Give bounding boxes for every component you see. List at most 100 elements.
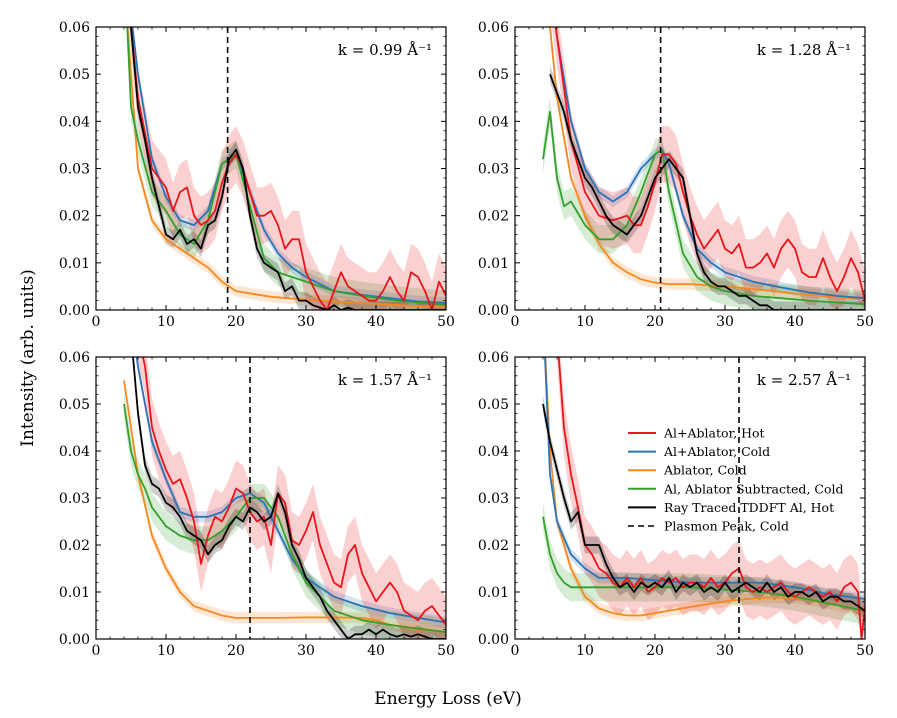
x-tick-label: 0 xyxy=(92,643,101,659)
series-cold xyxy=(554,27,865,300)
x-tick-label: 40 xyxy=(367,314,385,330)
x-tick-label: 0 xyxy=(92,314,101,330)
y-tick-label: 0.01 xyxy=(478,585,509,601)
panel-1: 0 10 20 30 40 50 0.00 0.01 0.02 0.03 0.04 0.05 0.06 k… xyxy=(59,20,455,330)
y-tick-label: 0.04 xyxy=(478,114,509,130)
y-tick-label: 0.05 xyxy=(59,67,90,83)
x-tick-label: 10 xyxy=(576,643,594,659)
x-tick-label: 50 xyxy=(437,314,455,330)
k-label: k = 1.57 Å⁻¹ xyxy=(338,371,432,389)
x-tick-label: 0 xyxy=(511,314,520,330)
x-tick-label: 10 xyxy=(157,643,175,659)
y-tick-label: 0.06 xyxy=(478,20,509,36)
y-tick-label: 0.04 xyxy=(59,114,90,130)
y-tick-label: 0.05 xyxy=(478,67,509,83)
series-hot xyxy=(142,357,446,626)
series-tddft xyxy=(549,73,865,310)
y-tick-label: 0.01 xyxy=(59,585,90,601)
y-tick-label: 0.02 xyxy=(478,209,509,225)
legend-entry-hot: Al+Ablator, Hot xyxy=(628,426,765,441)
band-hot xyxy=(128,27,446,310)
y-tick-label: 0.06 xyxy=(478,350,509,366)
panels: 0 10 20 30 40 50 0.00 0.01 0.02 0.03 0.04 0.05 0.06 k… xyxy=(59,20,874,659)
legend-label: Al+Ablator, Cold xyxy=(663,444,770,459)
x-tick-label: 10 xyxy=(576,314,594,330)
x-tick-label: 30 xyxy=(297,643,315,659)
plot-area xyxy=(542,357,865,639)
series-ablator xyxy=(549,27,865,301)
y-tick-label: 0.03 xyxy=(59,491,90,507)
y-tick-label: 0.06 xyxy=(59,350,90,366)
legend-label: Ray Traced TDDFT Al, Hot xyxy=(664,500,834,515)
legend-entry-subtracted: Al, Ablator Subtracted, Cold xyxy=(628,481,843,496)
x-tick-label: 30 xyxy=(716,643,734,659)
legend-entry-plasmon: Plasmon Peak, Cold xyxy=(628,519,789,534)
y-tick-label: 0.05 xyxy=(478,397,509,413)
y-tick-label: 0.00 xyxy=(59,632,90,648)
y-tick-label: 0.06 xyxy=(59,20,90,36)
y-tick-label: 0.00 xyxy=(478,632,509,648)
series-tddft xyxy=(542,403,865,612)
band-subtracted xyxy=(543,97,865,310)
band-hot xyxy=(551,27,865,310)
x-tick-label: 50 xyxy=(856,643,874,659)
plot-area xyxy=(542,27,865,310)
x-tick-label: 30 xyxy=(716,314,734,330)
y-tick-label: 0.04 xyxy=(59,444,90,460)
y-tick-label: 0.02 xyxy=(59,538,90,554)
x-tick-label: 10 xyxy=(157,314,175,330)
legend: Al+Ablator, Hot Al+Ablator, Cold Ablator, … xyxy=(628,426,843,534)
series-cold xyxy=(135,357,446,624)
legend-entry-ablator: Ablator, Cold xyxy=(628,463,747,478)
y-tick-label: 0.04 xyxy=(478,444,509,460)
series-subtracted xyxy=(542,516,865,612)
legend-label: Plasmon Peak, Cold xyxy=(664,519,789,534)
y-tick-label: 0.03 xyxy=(59,162,90,178)
series-hot xyxy=(554,27,865,301)
y-tick-label: 0.02 xyxy=(478,538,509,554)
x-tick-label: 50 xyxy=(856,314,874,330)
plot-area xyxy=(123,357,446,639)
series-ablator xyxy=(544,357,865,617)
y-tick-label: 0.00 xyxy=(478,303,509,319)
x-tick-label: 20 xyxy=(646,314,664,330)
y-axis-title: Intensity (arb. units) xyxy=(18,269,38,447)
k-label: k = 1.28 Å⁻¹ xyxy=(757,41,851,59)
x-tick-label: 20 xyxy=(227,314,245,330)
band-subtracted xyxy=(543,502,865,625)
series-subtracted xyxy=(542,111,865,306)
x-tick-label: 40 xyxy=(367,643,385,659)
y-tick-label: 0.02 xyxy=(59,209,90,225)
band-hot xyxy=(556,357,865,639)
y-tick-label: 0.01 xyxy=(59,256,90,272)
x-tick-label: 20 xyxy=(646,643,664,659)
k-label: k = 2.57 Å⁻¹ xyxy=(757,371,851,389)
plot-area xyxy=(126,27,446,310)
band-subtracted xyxy=(124,389,446,639)
panel-4: 0 10 20 30 40 50 0.00 0.01 0.02 0.03 0.04 0.05 0.06 k… xyxy=(478,350,874,659)
panel-3: 0 10 20 30 40 50 0.00 0.01 0.02 0.03 0.04 0.05 0.06 k… xyxy=(59,350,455,659)
series-hot xyxy=(130,27,446,310)
series-tddft xyxy=(130,27,446,310)
series-tddft xyxy=(132,357,446,639)
y-tick-label: 0.01 xyxy=(478,256,509,272)
x-tick-label: 30 xyxy=(297,314,315,330)
legend-label: Al+Ablator, Hot xyxy=(663,426,765,441)
legend-entry-cold: Al+Ablator, Cold xyxy=(628,444,770,459)
panel-2: 0 10 20 30 40 50 0.00 0.01 0.02 0.03 0.04 0.05 0.06 k… xyxy=(478,20,874,330)
y-tick-label: 0.05 xyxy=(59,397,90,413)
series-hot xyxy=(557,357,865,639)
legend-entry-tddft: Ray Traced TDDFT Al, Hot xyxy=(628,500,834,515)
series-ablator xyxy=(126,27,446,309)
y-tick-label: 0.03 xyxy=(478,491,509,507)
x-tick-label: 50 xyxy=(437,643,455,659)
y-tick-label: 0.00 xyxy=(59,303,90,319)
legend-label: Ablator, Cold xyxy=(663,463,747,478)
x-axis-title: Energy Loss (eV) xyxy=(374,689,521,709)
x-tick-label: 20 xyxy=(227,643,245,659)
series-subtracted xyxy=(126,27,446,306)
legend-label: Al, Ablator Subtracted, Cold xyxy=(663,481,843,496)
x-tick-label: 40 xyxy=(786,314,804,330)
x-tick-label: 40 xyxy=(786,643,804,659)
